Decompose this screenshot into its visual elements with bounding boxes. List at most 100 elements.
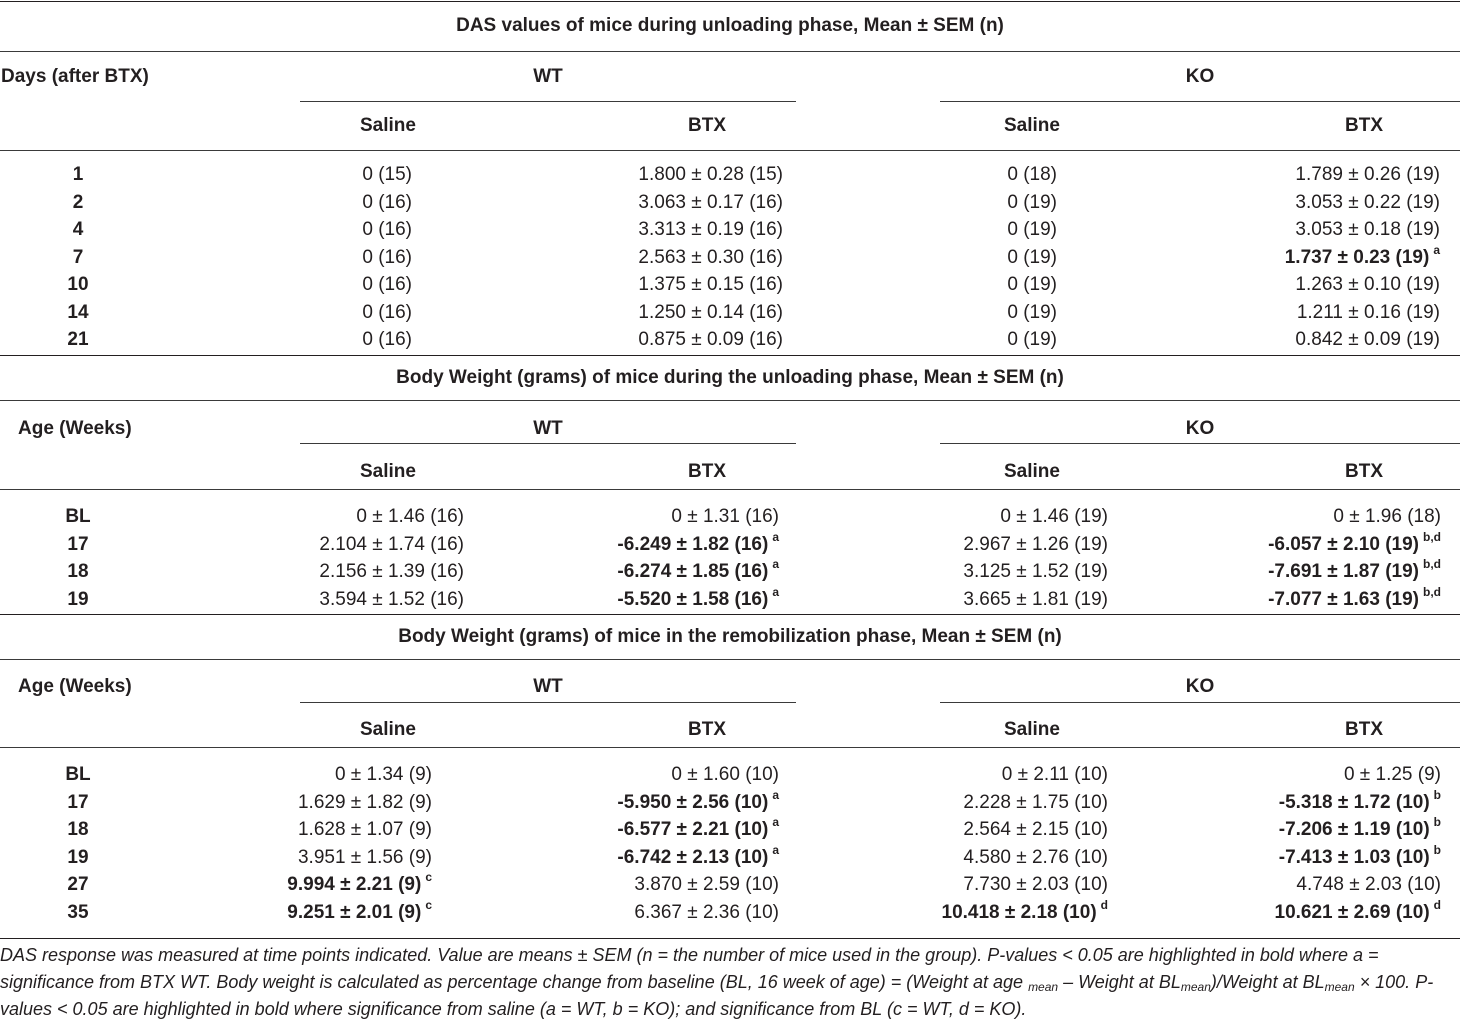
section-1-col-btx-ko: BTX <box>1345 460 1383 484</box>
section-0-row-4-cell-2: 0 (19) <box>1007 273 1057 297</box>
section-1-row-3-cell-1: -5.520 ± 1.58 (16) a <box>617 584 779 612</box>
section-0-header-rule <box>0 150 1460 151</box>
section-1-row-1-cell-2: 2.967 ± 1.26 (19) <box>963 533 1108 557</box>
section-2-row-0-cell-0: 0 ± 1.34 (9) <box>335 763 432 787</box>
section-0-row-4-cell-2-text: 0 (19) <box>1007 274 1057 295</box>
section-0-row-0-cell-1: 1.800 ± 0.28 (15) <box>638 163 783 187</box>
section-1-row-header: Age (Weeks) <box>18 417 132 441</box>
section-1-row-3-cell-0-text: 3.594 ± 1.52 (16) <box>319 588 464 610</box>
section-1-row-1-label: 17 <box>67 533 88 557</box>
section-0-row-0-cell-3: 1.789 ± 0.26 (19) <box>1295 163 1440 187</box>
section-0-row-2-cell-3-text: 3.053 ± 0.18 (19) <box>1295 219 1440 240</box>
section-2-row-2-cell-2-text: 2.564 ± 2.15 (10) <box>963 819 1108 840</box>
section-1-row-2-cell-3: -7.691 ± 1.87 (19) b,d <box>1268 557 1441 584</box>
section-2-row-5-cell-1-text: 6.367 ± 2.36 (10) <box>634 901 779 923</box>
section-0-row-0-label: 1 <box>73 163 84 187</box>
section-2-row-3-label-text: 19 <box>67 846 89 868</box>
section-0-group-ko: KO <box>1186 65 1215 89</box>
section-0-col-btx-ko: BTX <box>1345 114 1383 138</box>
section-1-row-3-cell-3: -7.077 ± 1.63 (19) b,d <box>1268 586 1441 612</box>
section-0-row-5-cell-2: 0 (19) <box>1007 301 1057 325</box>
section-1-col-saline-wt: Saline <box>360 460 416 484</box>
section-0-group-ko-text: KO <box>1185 66 1215 87</box>
section-1-row-header-text: Age (Weeks) <box>18 418 132 439</box>
section-1-row-1-cell-0-text: 2.104 ± 1.74 (16) <box>319 533 464 555</box>
section-1-row-0-cell-0: 0 ± 1.46 (16) <box>356 505 464 529</box>
section-1-header-rule <box>0 489 1460 490</box>
section-2-row-4-cell-3-text: 4.748 ± 2.03 (10) <box>1296 874 1441 895</box>
section-1-row-3-cell-0: 3.594 ± 1.52 (16) <box>319 588 464 612</box>
section-1-title-rule <box>0 400 1460 401</box>
section-2-col-saline-wt-text: Saline <box>360 719 416 740</box>
section-2-row-header-text: Age (Weeks) <box>18 676 132 697</box>
section-2-row-1-cell-1-text: -5.950 ± 2.56 (10) <box>617 791 769 813</box>
section-0-row-1-cell-0: 0 (16) <box>362 191 412 215</box>
section-2-row-2-cell-3: -7.206 ± 1.19 (10) b <box>1279 816 1441 842</box>
section-2-top-rule <box>0 614 1460 615</box>
section-2-title-rule <box>0 659 1460 660</box>
section-0-row-4-cell-0: 0 (16) <box>362 273 412 297</box>
section-2-col-btx-wt: BTX <box>688 718 726 742</box>
section-0-row-6-cell-0: 0 (16) <box>362 328 412 352</box>
section-2-row-4-label-text: 27 <box>67 874 89 895</box>
section-1-row-2-cell-3-superscript: b,d <box>1423 557 1441 571</box>
section-0-row-6-cell-0-text: 0 (16) <box>362 329 412 350</box>
section-0-col-btx-wt: BTX <box>688 114 726 138</box>
section-2-row-0-cell-3: 0 ± 1.25 (9) <box>1344 763 1441 787</box>
section-2-title: Body Weight (grams) of mice in the remob… <box>398 625 1062 649</box>
section-1-row-1-cell-2-text: 2.967 ± 1.26 (19) <box>963 533 1108 555</box>
section-2-row-3-cell-3: -7.413 ± 1.03 (10) b <box>1278 842 1441 870</box>
section-0-row-3-cell-2-text: 0 (19) <box>1007 246 1057 268</box>
section-2-row-1-label-text: 17 <box>67 791 89 813</box>
section-1-row-3-cell-3-text: -7.077 ± 1.63 (19) <box>1268 588 1419 610</box>
section-0-row-0-cell-3-text: 1.789 ± 0.26 (19) <box>1295 164 1440 185</box>
data-table: DAS values of mice during unloading phas… <box>0 1 1460 939</box>
section-2-row-3-cell-1-superscript: a <box>772 842 779 857</box>
section-0-row-1-cell-3: 3.053 ± 0.22 (19) <box>1295 191 1440 215</box>
footnote-text-2: – Weight at BL <box>1058 972 1181 992</box>
section-2-col-btx-ko: BTX <box>1345 718 1383 742</box>
table-bottom-rule <box>0 938 1460 939</box>
section-2-row-5-label-text: 35 <box>67 901 89 923</box>
section-0-row-4-cell-0-text: 0 (16) <box>362 274 412 295</box>
section-2-row-3-cell-3-text: -7.413 ± 1.03 (10) <box>1278 846 1430 868</box>
section-0-row-6-cell-2-text: 0 (19) <box>1007 329 1057 350</box>
section-0-row-5-cell-3-text: 1.211 ± 0.16 (19) <box>1296 301 1440 323</box>
section-2-row-1-cell-0: 1.629 ± 1.82 (9) <box>298 791 432 815</box>
section-0-group-wt: WT <box>533 65 563 89</box>
section-2-row-2-cell-1: -6.577 ± 2.21 (10) a <box>617 816 779 842</box>
section-1-row-3-cell-1-superscript: a <box>772 584 779 599</box>
section-1-row-0-cell-1-text: 0 ± 1.31 (16) <box>671 506 779 527</box>
section-0-row-3-cell-3-text: 1.737 ± 0.23 (19) <box>1284 246 1430 268</box>
section-2-title-text: Body Weight (grams) of mice in the remob… <box>398 625 1062 647</box>
section-2-group-ko: KO <box>1186 675 1215 699</box>
section-1-group-ko-text: KO <box>1185 418 1215 439</box>
section-2-row-5-cell-3-text: 10.621 ± 2.69 (10) <box>1274 901 1430 923</box>
section-1-row-3-label-text: 19 <box>67 588 89 610</box>
section-0-row-5-cell-1: 1.250 ± 0.14 (16) <box>638 301 783 325</box>
section-0-row-1-cell-0-text: 0 (16) <box>362 191 412 213</box>
section-2-row-3-cell-1-text: -6.742 ± 2.13 (10) <box>617 846 769 868</box>
section-0-row-2-cell-1-text: 3.313 ± 0.19 (16) <box>638 219 783 240</box>
section-0-row-3-cell-2: 0 (19) <box>1007 246 1057 270</box>
section-0-row-1-cell-1-text: 3.063 ± 0.17 (16) <box>638 191 783 213</box>
section-0-row-0-cell-0-text: 0 (15) <box>362 164 412 185</box>
section-2-wt-group-rule <box>300 702 796 703</box>
section-0-row-5-label: 14 <box>67 301 88 325</box>
section-0-row-3-label-text: 7 <box>72 246 84 268</box>
section-2-row-2-cell-0-text: 1.628 ± 1.07 (9) <box>297 819 432 840</box>
section-1-row-0-label: BL <box>65 505 90 529</box>
section-1-row-0-cell-3: 0 ± 1.96 (18) <box>1333 505 1441 529</box>
section-2-row-3-cell-3-superscript: b <box>1433 842 1441 857</box>
section-2-row-5-cell-3-superscript: d <box>1433 897 1441 912</box>
section-2-row-3-cell-2: 4.580 ± 2.76 (10) <box>963 846 1108 870</box>
section-1-col-btx-wt: BTX <box>688 460 726 484</box>
section-0-ko-group-rule <box>940 101 1460 102</box>
section-0-top-rule <box>0 1 1460 2</box>
section-1-row-0-cell-2-text: 0 ± 1.46 (19) <box>1000 506 1108 527</box>
section-0-row-1-cell-2: 0 (19) <box>1007 191 1057 215</box>
section-2-row-0-cell-0-text: 0 ± 1.34 (9) <box>334 764 432 785</box>
section-1-row-2-cell-2: 3.125 ± 1.52 (19) <box>963 560 1108 584</box>
section-2-row-3-cell-0-text: 3.951 ± 1.56 (9) <box>297 846 432 868</box>
section-2-row-3-cell-2-text: 4.580 ± 2.76 (10) <box>963 846 1108 868</box>
